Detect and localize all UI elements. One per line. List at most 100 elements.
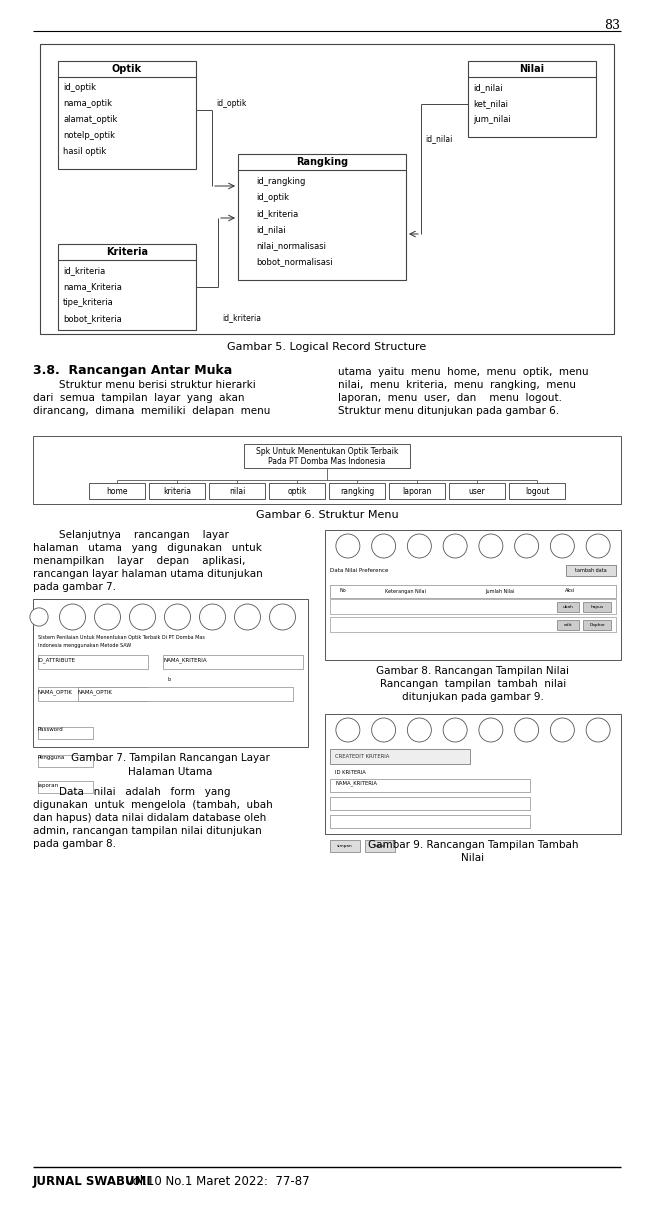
Text: tipe_kriteria: tipe_kriteria (63, 297, 114, 307)
Bar (330, 797, 530, 809)
Text: menampilkan    layar    depan    aplikasi,: menampilkan layar depan aplikasi, (33, 556, 245, 566)
Text: id_kriteria: id_kriteria (222, 313, 261, 322)
Text: Rancangan  tampilan  tambah  nilai: Rancangan tampilan tambah nilai (380, 679, 566, 689)
Text: Selanjutnya    rancangan    layar: Selanjutnya rancangan layar (33, 530, 229, 540)
Bar (58, 61, 196, 169)
Bar (449, 483, 505, 499)
Text: rancangan layar halaman utama ditunjukan: rancangan layar halaman utama ditunjukan (33, 569, 263, 579)
Text: bobot_kriteria: bobot_kriteria (63, 315, 122, 323)
Text: rangking: rangking (340, 486, 374, 495)
Text: Kriteria: Kriteria (106, 247, 148, 257)
Text: nilai: nilai (229, 486, 245, 495)
Bar (330, 779, 530, 792)
Text: notelp_optik: notelp_optik (63, 130, 115, 140)
Text: optik: optik (378, 728, 389, 731)
Text: Keterangan Nilai: Keterangan Nilai (385, 589, 426, 594)
Text: User: User (557, 728, 567, 731)
Text: nama_Kriteria: nama_Kriteria (63, 282, 122, 291)
Text: id_nilai: id_nilai (473, 83, 503, 91)
Bar (149, 483, 205, 499)
Bar (238, 154, 406, 280)
Text: Vol.10 No.1 Maret 2022:  77-87: Vol.10 No.1 Maret 2022: 77-87 (118, 1175, 309, 1189)
Text: kriteria: kriteria (133, 614, 152, 619)
Bar (566, 564, 616, 577)
Text: Sistem Penilaian Untuk Menentukan Optik Terbaik Di PT Domba Mas: Sistem Penilaian Untuk Menentukan Optik … (38, 635, 205, 640)
Text: laporan: laporan (402, 486, 432, 495)
Text: No: No (340, 589, 347, 594)
Text: logout: logout (591, 728, 605, 731)
Bar (509, 483, 565, 499)
Circle shape (479, 534, 503, 558)
Bar (325, 530, 621, 659)
Bar (38, 781, 93, 794)
Text: digunakan  untuk  mengelola  (tambah,  ubah: digunakan untuk mengelola (tambah, ubah (33, 800, 273, 809)
Text: home: home (106, 486, 128, 495)
Circle shape (94, 603, 120, 630)
Text: Nilai: Nilai (415, 544, 424, 549)
Text: ID_ATTRIBUTE: ID_ATTRIBUTE (38, 657, 76, 663)
Circle shape (515, 534, 539, 558)
Text: bobot_normalisasi: bobot_normalisasi (256, 257, 333, 266)
Bar (38, 655, 148, 669)
Circle shape (407, 534, 432, 558)
Text: id_optik: id_optik (216, 99, 247, 108)
Bar (209, 483, 265, 499)
Circle shape (269, 603, 296, 630)
Bar (365, 840, 395, 852)
Text: laporan: laporan (38, 783, 59, 787)
Bar (33, 599, 308, 747)
Text: pada gambar 8.: pada gambar 8. (33, 839, 116, 848)
Text: Data Nilai Preference: Data Nilai Preference (330, 568, 388, 573)
Text: ubah: ubah (562, 605, 574, 610)
Text: User: User (242, 614, 253, 619)
Circle shape (479, 718, 503, 742)
Text: Gambar 9. Rancangan Tampilan Tambah: Gambar 9. Rancangan Tampilan Tambah (368, 840, 578, 850)
Circle shape (235, 603, 260, 630)
Text: Gambar 7. Tampilan Rancangan Layar: Gambar 7. Tampilan Rancangan Layar (71, 753, 270, 763)
Text: Data   nilai   adalah   form   yang: Data nilai adalah form yang (33, 787, 230, 797)
Bar (40, 44, 614, 334)
Text: kriteria: kriteria (447, 728, 463, 731)
Text: id_optik: id_optik (63, 83, 96, 91)
Circle shape (60, 603, 86, 630)
Text: Rangking: Rangking (481, 728, 501, 731)
Bar (38, 755, 93, 767)
Circle shape (129, 603, 156, 630)
Text: id_rangking: id_rangking (256, 177, 305, 187)
Bar (58, 244, 196, 330)
Bar (583, 620, 611, 630)
Text: home: home (342, 728, 354, 731)
Bar (269, 483, 325, 499)
Text: Aksi: Aksi (565, 589, 575, 594)
Text: simpan: simpan (337, 844, 353, 848)
Bar (38, 727, 93, 739)
Circle shape (515, 718, 539, 742)
Text: halaman   utama   yang   digunakan   untuk: halaman utama yang digunakan untuk (33, 542, 262, 553)
Text: batal: batal (375, 844, 385, 848)
Circle shape (443, 718, 467, 742)
Text: user: user (469, 486, 485, 495)
Text: NAMA_KRITERIA: NAMA_KRITERIA (335, 780, 377, 786)
Bar (557, 620, 579, 630)
Bar (325, 714, 621, 834)
Text: Jumlah Nilai: Jumlah Nilai (485, 589, 515, 594)
Circle shape (371, 718, 396, 742)
Text: Indonesia menggunakan Metode SAW: Indonesia menggunakan Metode SAW (38, 642, 131, 649)
Bar (33, 436, 621, 503)
Text: Rangking: Rangking (296, 157, 348, 167)
Text: Gambar 5. Logical Record Structure: Gambar 5. Logical Record Structure (228, 343, 426, 352)
Text: hasil optik: hasil optik (63, 147, 106, 156)
Text: Nilai: Nilai (415, 728, 424, 731)
Text: JURNAL SWABUMI: JURNAL SWABUMI (33, 1175, 152, 1189)
Text: b: b (168, 677, 171, 681)
Text: Gambar 8. Rancangan Tampilan Nilai: Gambar 8. Rancangan Tampilan Nilai (377, 666, 570, 677)
Bar (329, 483, 385, 499)
Text: nilai,  menu  kriteria,  menu  rangking,  menu: nilai, menu kriteria, menu rangking, men… (338, 380, 576, 390)
Text: Struktur menu berisi struktur hierarki: Struktur menu berisi struktur hierarki (33, 380, 256, 390)
Text: admin, rancangan tampilan nilai ditunjukan: admin, rancangan tampilan nilai ditunjuk… (33, 826, 262, 836)
Bar (330, 816, 530, 828)
Text: laporan: laporan (203, 614, 222, 619)
Text: home: home (342, 544, 354, 549)
Text: 83: 83 (604, 20, 620, 32)
Circle shape (336, 534, 360, 558)
